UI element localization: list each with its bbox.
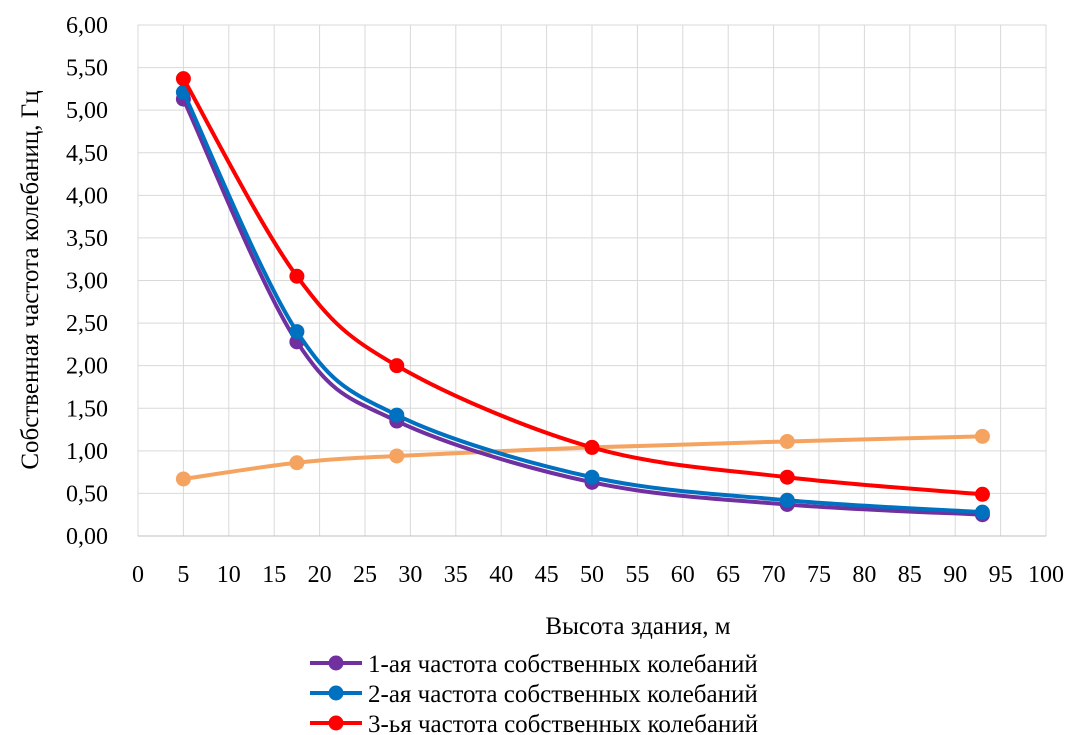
legend-item: 3-ья частота собственных колебаний — [310, 711, 758, 735]
x-tick-label: 65 — [716, 562, 740, 588]
series-1-line — [181, 97, 985, 517]
series-3-point — [389, 358, 405, 374]
series-2 — [175, 84, 990, 520]
legend-item: 1-ая частота собственных колебаний — [310, 651, 758, 678]
y-tick-label: 6,00 — [66, 13, 108, 39]
series-3-point — [289, 268, 305, 284]
legend-label: 2-ая частота собственных колебаний — [368, 681, 758, 708]
series-2-point — [584, 469, 600, 485]
series-4-point — [974, 428, 990, 444]
legend-swatch-marker — [328, 685, 344, 701]
series-4-point — [779, 433, 795, 449]
x-tick-label: 25 — [353, 562, 377, 588]
series-4 — [175, 428, 990, 487]
series-2-point — [389, 407, 405, 423]
x-tick-label: 10 — [217, 562, 241, 588]
y-tick-label: 3,50 — [66, 226, 108, 252]
y-axis-title: Собственная частота колебаниц, Гц — [17, 90, 44, 469]
x-tick-label: 60 — [671, 562, 695, 588]
y-tick-label: 4,50 — [66, 141, 108, 167]
x-tick-label: 80 — [852, 562, 876, 588]
y-tick-labels: 0,00 0,50 1,00 1,50 2,00 2,50 3,00 3,50 4,00 4,50… — [66, 13, 108, 550]
x-tick-label: 85 — [898, 562, 922, 588]
legend-swatch-marker — [328, 655, 344, 671]
y-tick-label: 0,00 — [66, 524, 108, 550]
x-tick-label: 45 — [535, 562, 559, 588]
x-tick-label: 90 — [943, 562, 967, 588]
x-axis-title: Высота здания, м — [545, 613, 730, 640]
x-tick-labels: 0 5 10 15 20 25 30 35 40 45 50 55 60 65 70 75 80 85 90 95 10… — [132, 562, 1064, 588]
series-group — [175, 71, 990, 523]
series-2-line — [181, 90, 985, 515]
y-tick-label: 5,50 — [66, 56, 108, 82]
series-3-point — [974, 486, 990, 502]
x-tick-label: 20 — [308, 562, 332, 588]
series-2-point — [289, 324, 305, 340]
x-tick-label: 100 — [1028, 562, 1064, 588]
x-tick-label: 15 — [262, 562, 286, 588]
y-tick-label: 1,00 — [66, 439, 108, 465]
series-3-point — [779, 469, 795, 485]
x-tick-label: 40 — [489, 562, 513, 588]
x-tick-label: 50 — [580, 562, 604, 588]
x-tick-label: 30 — [398, 562, 422, 588]
x-tick-label: 5 — [177, 562, 189, 588]
legend-item: 2-ая частота собственных колебаний — [310, 681, 758, 708]
y-tick-label: 4,00 — [66, 183, 108, 209]
x-tick-label: 0 — [132, 562, 144, 588]
series-4-point — [289, 455, 305, 471]
legend-swatch-marker — [328, 715, 344, 731]
series-4-point — [175, 471, 191, 487]
y-tick-label: 1,50 — [66, 396, 108, 422]
series-3-line — [181, 76, 985, 497]
series-4-point — [389, 448, 405, 464]
legend-label: 3-ья частота собственных колебаний — [368, 711, 758, 735]
x-tick-label: 75 — [807, 562, 831, 588]
x-tick-label: 70 — [762, 562, 786, 588]
series-3-point — [584, 439, 600, 455]
x-tick-label: 55 — [625, 562, 649, 588]
series-3 — [175, 71, 990, 502]
series-2-point — [974, 504, 990, 520]
y-tick-label: 3,00 — [66, 269, 108, 295]
y-tick-label: 2,50 — [66, 311, 108, 337]
grid — [137, 24, 1047, 537]
y-tick-label: 0,50 — [66, 481, 108, 507]
x-tick-label: 95 — [989, 562, 1013, 588]
series-3-point — [175, 71, 191, 87]
x-tick-label: 35 — [444, 562, 468, 588]
legend-label: 1-ая частота собственных колебаний — [368, 651, 758, 678]
y-tick-label: 2,00 — [66, 354, 108, 380]
series-2-point — [779, 492, 795, 508]
y-tick-label: 5,00 — [66, 98, 108, 124]
legend: 1-ая частота собственных колебаний 2-ая ч… — [310, 651, 758, 735]
